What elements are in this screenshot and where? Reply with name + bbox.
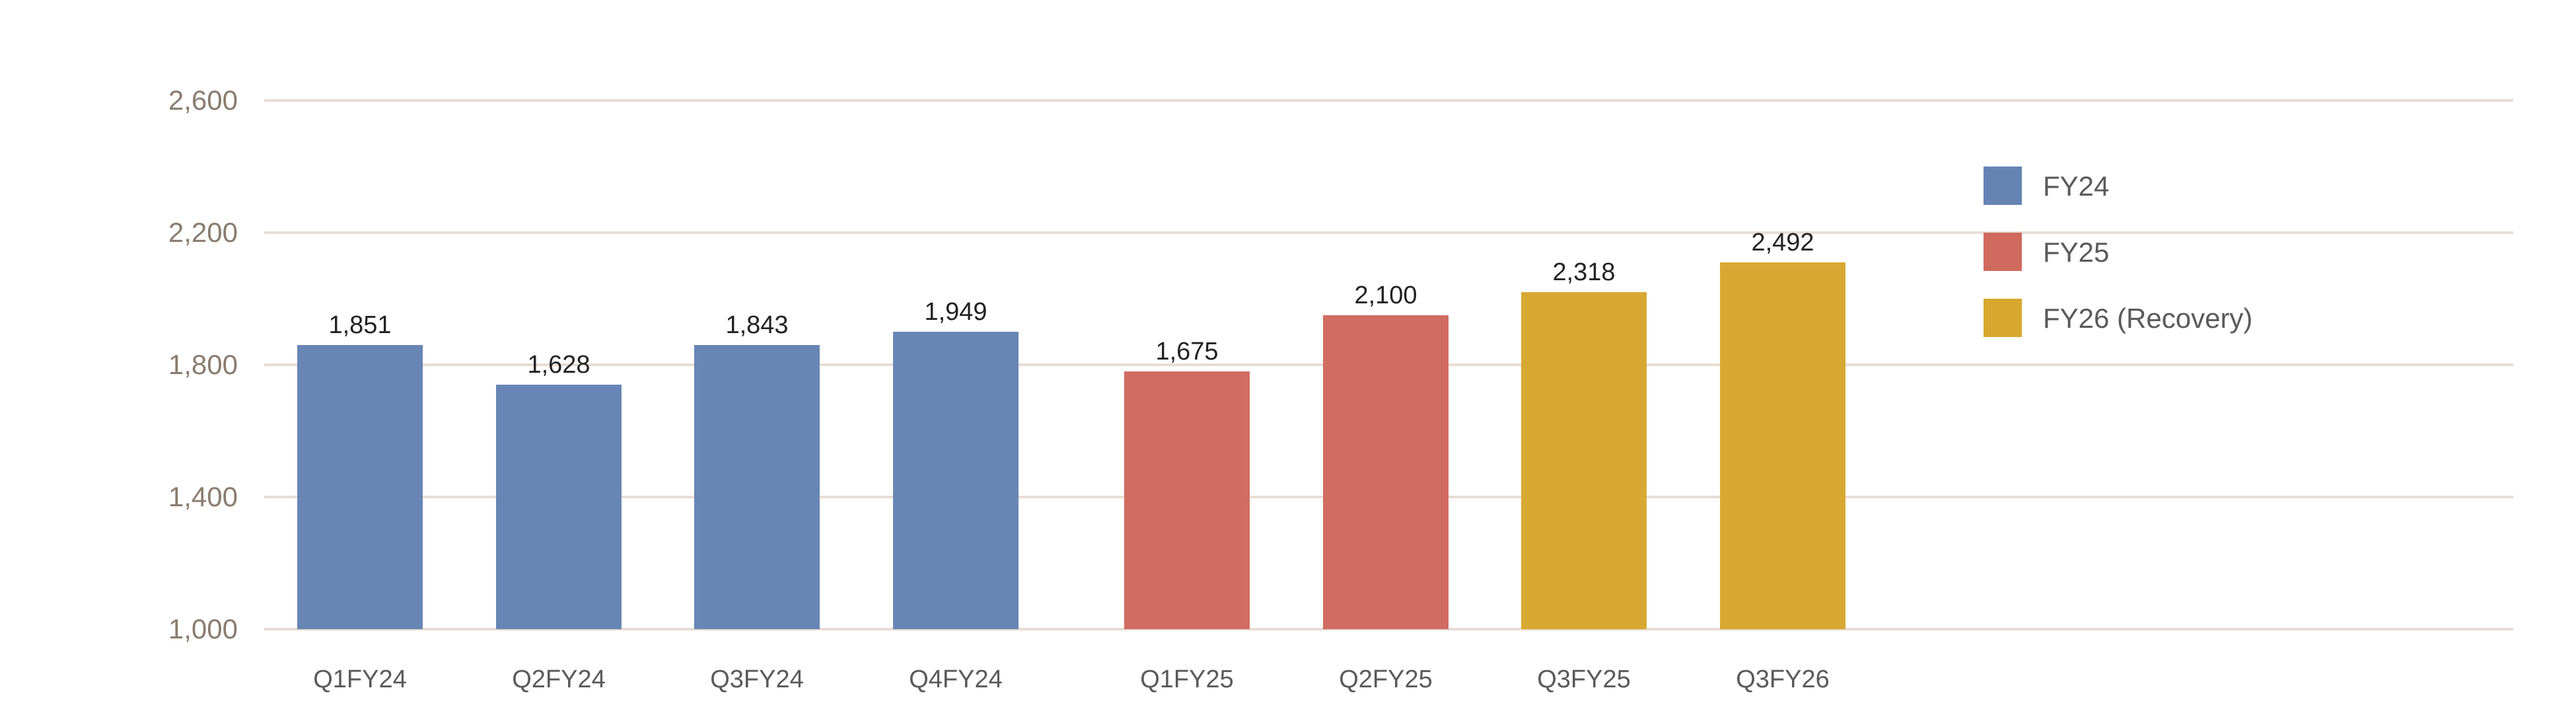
bar-q3fy26 — [1720, 262, 1845, 629]
category-label-q4fy24: Q4FY24 — [909, 666, 1003, 693]
category-label-q1fy24: Q1FY24 — [313, 666, 407, 693]
bar-q2fy25 — [1323, 315, 1449, 629]
bar-q3fy25 — [1521, 292, 1647, 629]
x-axis-categories: Q1FY24 Q2FY24 Q3FY24 Q4FY24 Q1FY25 Q2FY25 Q3FY… — [313, 666, 1830, 693]
category-label-q2fy25: Q2FY25 — [1339, 666, 1433, 693]
legend: FY24 FY25 FY26 (Recovery) — [1984, 167, 2252, 337]
legend-swatch-1 — [1984, 233, 2022, 271]
y-tick-label: 2,600 — [168, 85, 238, 116]
category-label-q3fy26: Q3FY26 — [1736, 666, 1830, 693]
y-tick-label: 1,800 — [168, 349, 238, 380]
y-tick-label: 1,400 — [168, 481, 238, 512]
bars — [297, 262, 1845, 629]
data-label-q1fy24: 1,851 — [328, 311, 391, 339]
category-label-q1fy25: Q1FY25 — [1140, 666, 1234, 693]
y-axis-ticks: 1,000 1,400 1,800 2,200 2,600 — [168, 85, 238, 644]
bar-q4fy24 — [893, 332, 1019, 629]
legend-swatch-0 — [1984, 167, 2022, 205]
data-label-q2fy25: 2,100 — [1354, 282, 1417, 309]
legend-label-0: FY24 — [2043, 171, 2109, 202]
data-label-q1fy25: 1,675 — [1155, 338, 1218, 365]
bar-q1fy25 — [1124, 371, 1250, 629]
category-label-q2fy24: Q2FY24 — [512, 666, 606, 693]
data-label-q4fy24: 1,949 — [924, 298, 987, 326]
category-label-q3fy24: Q3FY24 — [710, 666, 804, 693]
legend-swatch-2 — [1984, 299, 2022, 337]
y-tick-label: 2,200 — [168, 217, 238, 248]
data-label-q3fy25: 2,318 — [1552, 258, 1615, 286]
data-labels: 1,851 1,628 1,843 1,949 1,675 2,100 2,318 2,492 — [328, 229, 1814, 379]
category-label-q3fy25: Q3FY25 — [1537, 666, 1631, 693]
y-tick-label: 1,000 — [168, 613, 238, 644]
bar-q1fy24 — [297, 345, 423, 629]
data-label-q3fy26: 2,492 — [1751, 229, 1814, 256]
legend-label-2: FY26 (Recovery) — [2043, 303, 2252, 334]
legend-label-1: FY25 — [2043, 237, 2109, 268]
data-label-q2fy24: 1,628 — [527, 351, 590, 379]
bar-q3fy24 — [694, 345, 820, 629]
bar-q2fy24 — [496, 385, 622, 629]
data-label-q3fy24: 1,843 — [725, 311, 788, 339]
